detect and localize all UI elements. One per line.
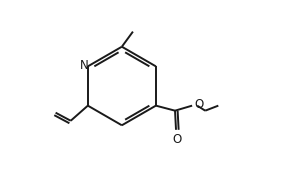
Text: O: O (173, 133, 182, 146)
Text: N: N (80, 59, 89, 72)
Text: O: O (195, 98, 204, 111)
